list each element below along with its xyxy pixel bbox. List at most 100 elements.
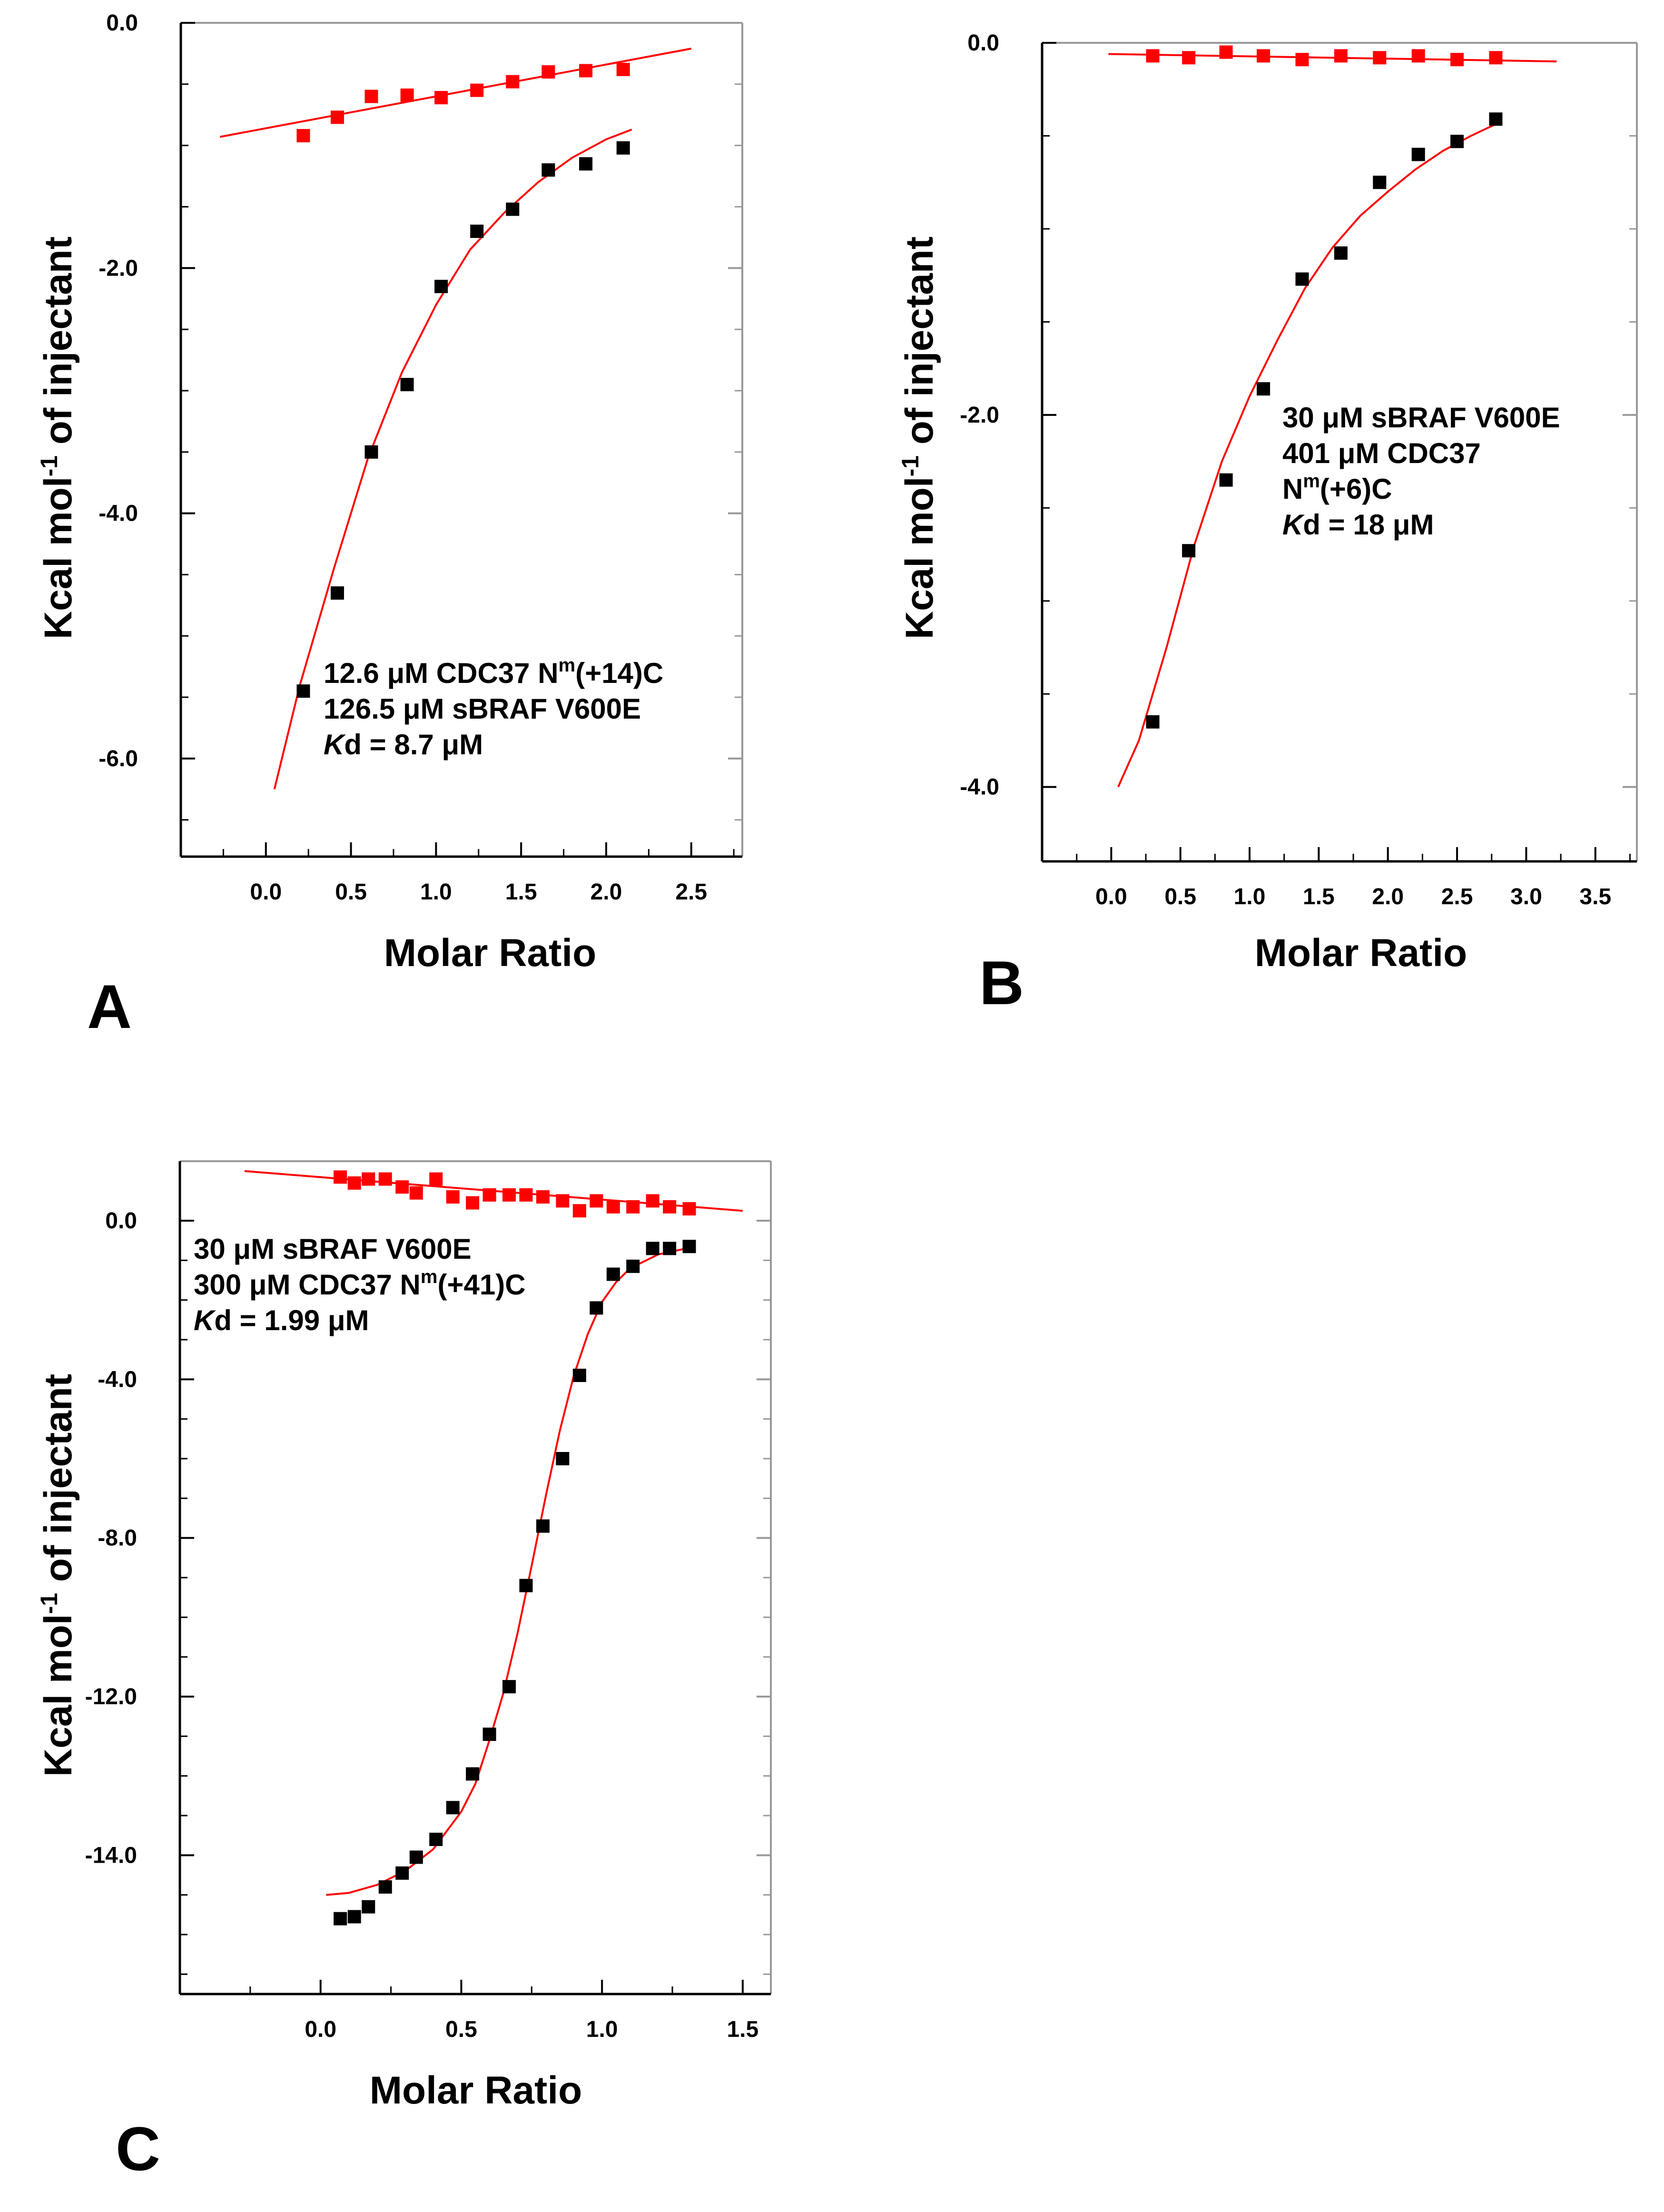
control-point [364,89,378,103]
control-point [429,1172,443,1186]
binding-point [556,1452,570,1465]
x-axis-title: Molar Ratio [384,931,596,975]
y-axis-title-rest: of injectant [37,1374,80,1593]
binding-point [542,163,555,177]
binding-point [330,586,344,600]
x-tick-label: 0.5 [335,879,367,905]
annotation-line: Kd = 8.7 μM [324,729,483,760]
control-point [536,1190,550,1204]
annotation-text: d = 8.7 μM [344,729,483,760]
y-axis-title: Kcal mol-1 of injectant [36,237,80,639]
annotation-line: 30 μM sBRAF V600E [194,1233,472,1265]
binding-point [646,1242,660,1255]
panel-a: 0.0 0.5 1.0 1.5 2.0 2.5 0.0 -2.0 -4.0 -6.0 Molar R… [36,10,743,1041]
panel-letter: B [979,948,1024,1017]
annotation-line: Nm(+6)C [1282,471,1392,505]
binding-point [1182,544,1196,558]
binding-point [1219,473,1233,487]
binding-point [446,1801,460,1815]
binding-point [1334,246,1348,260]
control-point [579,64,593,78]
binding-fit-line [1117,122,1499,788]
annotation-text: K [1282,509,1305,541]
control-point [606,1200,620,1214]
binding-point [1295,272,1309,286]
y-tick-label: -14.0 [85,1843,137,1868]
control-point [1489,51,1503,65]
binding-point [470,225,484,238]
control-point [378,1172,392,1186]
annotation-text: (+6)C [1320,473,1392,505]
control-point [395,1180,409,1194]
control-point [296,129,310,143]
x-tick-label: 1.0 [420,879,452,905]
binding-point [616,141,630,155]
control-point [334,1170,347,1184]
y-tick-label: -4.0 [98,1367,137,1392]
annotation-line: Kd = 1.99 μM [194,1304,369,1336]
annotation-text: d = 1.99 μM [214,1304,369,1336]
annotation-text: (+14)C [575,657,663,689]
x-tick-label: 2.0 [591,879,622,905]
control-point [506,75,520,89]
control-point [1295,53,1309,67]
control-point [626,1200,640,1214]
binding-point [429,1833,443,1846]
binding-point [466,1767,480,1781]
annotation-text: 126.5 μM sBRAF V600E [324,693,641,725]
y-axis-title-main: Kcal mol [37,476,80,639]
annotation-text: d = 18 μM [1303,509,1434,541]
annotation-text: m [559,655,576,676]
binding-point [1450,135,1464,148]
panel-letter: A [87,972,132,1041]
control-point [502,1188,516,1202]
y-tick-label: -6.0 [98,746,138,771]
y-tick-label: -2.0 [960,403,999,428]
annotation-text: N [1282,473,1303,505]
x-tick-label: 0.5 [445,2017,477,2042]
control-point [1182,51,1196,65]
binding-point [579,157,593,171]
y-tick-label: -4.0 [960,775,999,800]
y-tick-label: -2.0 [98,256,138,281]
binding-point [362,1900,375,1914]
y-tick-label: -12.0 [85,1684,137,1709]
annotation-line: Kd = 18 μM [1282,509,1434,541]
x-tick-label: 3.5 [1579,884,1611,909]
y-axis-title-main: Kcal mol [37,1614,80,1777]
binding-point [590,1301,603,1315]
binding-point [409,1850,423,1864]
control-point [663,1200,677,1214]
binding-point [364,445,378,459]
control-point [519,1188,533,1202]
annotation-line: 126.5 μM sBRAF V600E [324,693,641,725]
control-point [446,1190,460,1204]
binding-fit-line [273,128,632,790]
y-axis-title-main: Kcal mol [898,476,941,639]
x-axis-title: Molar Ratio [370,2069,582,2112]
binding-point [536,1519,550,1533]
binding-point [1373,176,1387,189]
binding-point [334,1912,347,1926]
control-point [1146,49,1160,63]
binding-point [1489,112,1503,126]
control-point [330,110,344,124]
binding-point [482,1728,496,1741]
control-point [1450,53,1464,67]
y-axis-title-rest: of injectant [898,237,941,455]
annotation-line: 300 μM CDC37 Nm(+41)C [194,1266,526,1301]
control-point [590,1194,603,1208]
annotation-text: m [1303,471,1320,492]
y-axis-title-sup: -1 [36,1593,62,1614]
x-tick-label: 2.5 [1441,884,1473,909]
control-point [542,65,555,79]
annotation-text: 12.6 μM CDC37 N [324,657,559,689]
binding-point [395,1866,409,1880]
annotation-text: (+41)C [437,1269,525,1301]
binding-point [1146,715,1160,729]
annotation-text: m [421,1266,438,1287]
binding-point [663,1242,677,1255]
control-point [1334,49,1348,63]
annotation-text: 30 μM sBRAF V600E [194,1233,472,1265]
control-point [362,1172,375,1186]
